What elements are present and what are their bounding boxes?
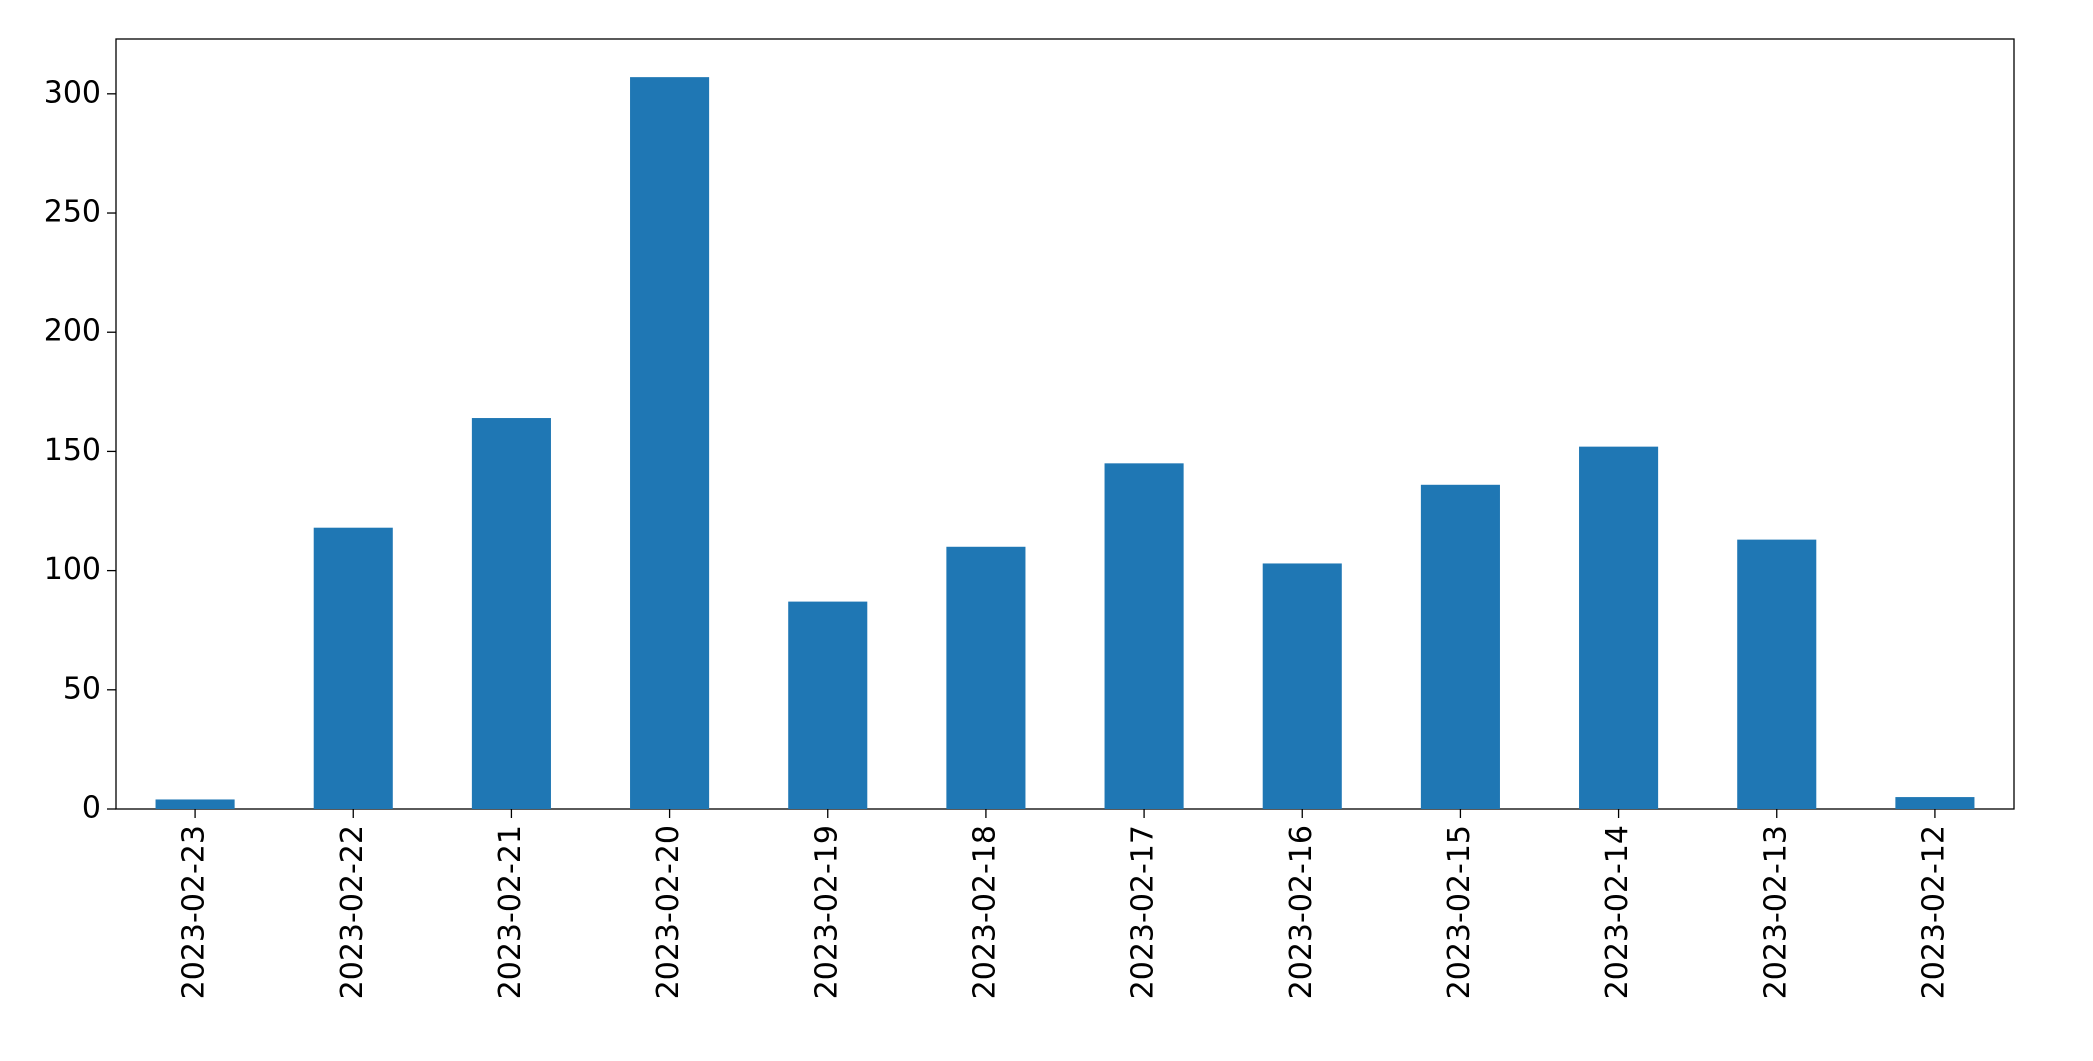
y-tick-label: 300 [44,75,101,110]
x-tick-label: 2023-02-18 [967,825,1002,999]
x-tick-label: 2023-02-13 [1758,825,1793,999]
bar [630,77,710,810]
x-tick-label: 2023-02-23 [177,825,212,999]
plot-frame [115,38,2015,810]
bar [1737,539,1817,809]
bar [155,799,235,809]
x-tick-label: 2023-02-15 [1442,825,1477,999]
bar [1262,563,1342,809]
x-tick-label: 2023-02-19 [809,825,844,999]
bar [1895,797,1975,809]
y-tick-label: 150 [44,433,101,468]
y-tick-label: 200 [44,314,101,349]
x-tick-label: 2023-02-22 [335,825,370,999]
bar [1104,463,1184,809]
x-tick-label: 2023-02-16 [1284,825,1319,999]
bar [1420,484,1500,809]
y-tick-label: 100 [44,552,101,587]
y-tick-label: 50 [63,671,101,706]
bar [1579,446,1659,809]
x-tick-label: 2023-02-14 [1600,825,1635,999]
bar [313,527,393,809]
y-tick-label: 0 [82,791,101,826]
x-tick-label: 2023-02-17 [1126,825,1161,999]
bar [471,418,551,809]
bar [946,546,1026,809]
x-tick-label: 2023-02-21 [493,825,528,999]
x-tick-label: 2023-02-12 [1916,825,1951,999]
y-tick-label: 250 [44,195,101,230]
x-tick-label: 2023-02-20 [651,825,686,999]
bar [788,601,868,809]
